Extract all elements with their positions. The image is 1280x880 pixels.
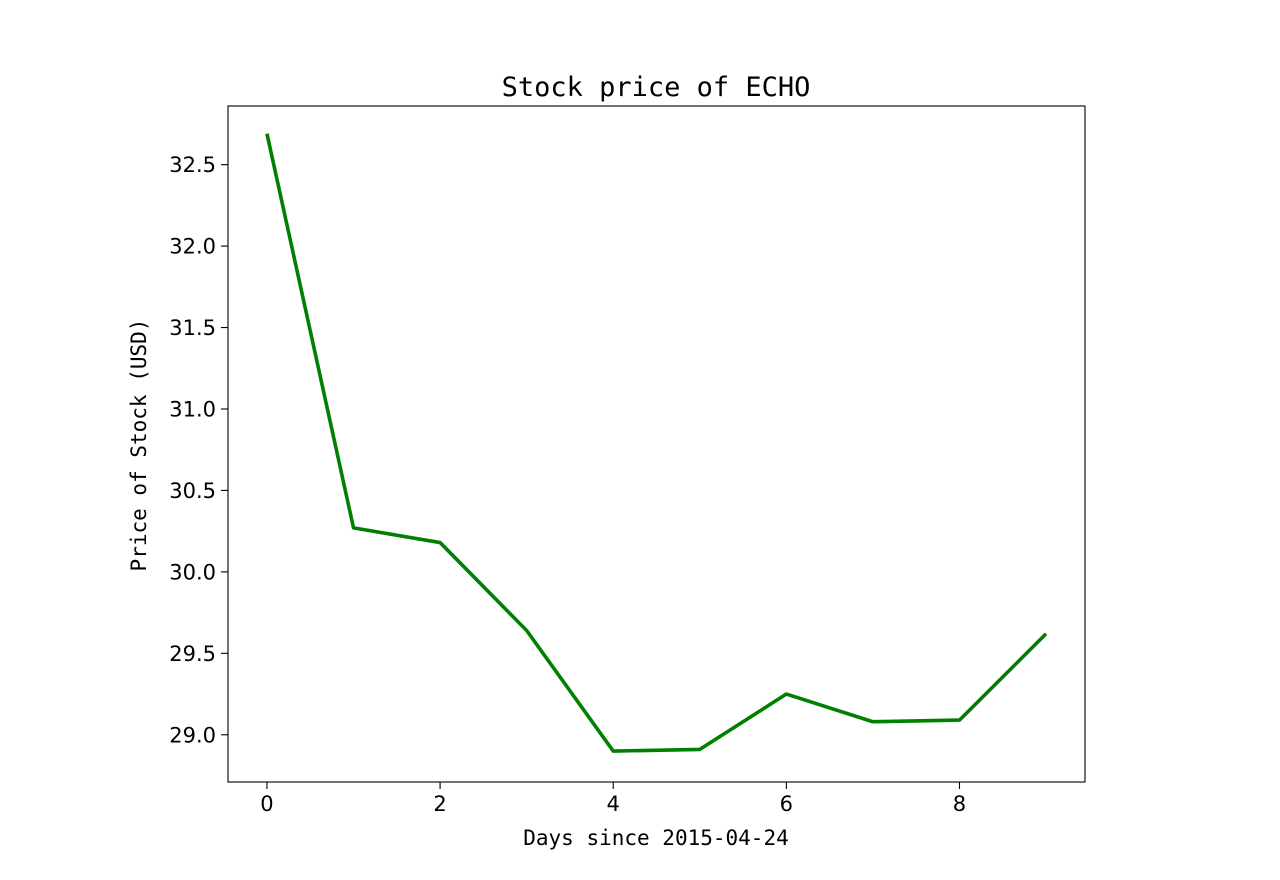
x-tick-label: 2 bbox=[433, 792, 446, 816]
y-tick-label: 32.0 bbox=[169, 235, 216, 259]
x-tick-label: 6 bbox=[780, 792, 793, 816]
series-line-0 bbox=[265, 133, 1048, 753]
x-axis-label: Days since 2015-04-24 bbox=[523, 826, 789, 850]
y-tick-label: 31.0 bbox=[169, 397, 216, 421]
y-tick-label: 31.5 bbox=[169, 316, 216, 340]
plot-frame bbox=[227, 105, 1086, 783]
x-tick-label: 8 bbox=[953, 792, 966, 816]
y-tick-label: 30.0 bbox=[169, 560, 216, 584]
chart-title: Stock price of ECHO bbox=[502, 72, 811, 103]
y-tick-label: 32.5 bbox=[169, 153, 216, 177]
axis-ticks: 0 2 4 6 8 29.0 29.5 30.0 30.5 31.0 31.5 32.0 32.5 bbox=[169, 153, 966, 816]
y-tick-label: 30.5 bbox=[169, 479, 216, 503]
y-axis-label: Price of Stock (USD) bbox=[127, 319, 151, 572]
x-tick-label: 4 bbox=[607, 792, 620, 816]
y-tick-label: 29.0 bbox=[169, 723, 216, 747]
plot-area bbox=[227, 105, 1086, 783]
y-tick-label: 29.5 bbox=[169, 642, 216, 666]
x-tick-label: 0 bbox=[260, 792, 273, 816]
